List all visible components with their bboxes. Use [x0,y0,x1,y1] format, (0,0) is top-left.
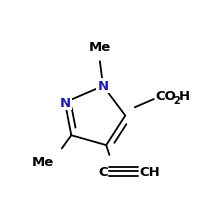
Text: CO: CO [155,90,176,103]
Text: CH: CH [140,165,160,178]
Text: C: C [98,165,108,178]
Text: Me: Me [32,155,54,168]
Text: N: N [97,80,109,93]
Text: H: H [178,90,190,103]
Text: N: N [59,96,71,109]
Text: Me: Me [89,41,111,54]
Text: 2: 2 [174,95,180,105]
